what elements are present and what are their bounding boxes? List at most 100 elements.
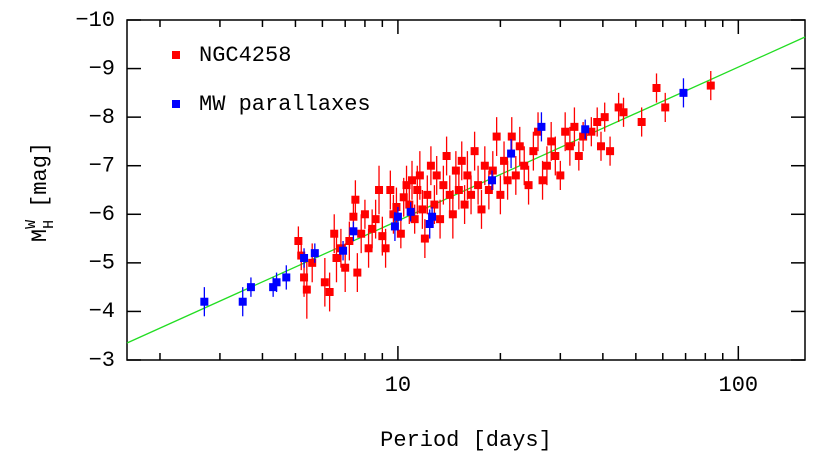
data-point bbox=[537, 122, 546, 131]
data-point bbox=[439, 181, 448, 190]
data-point bbox=[351, 195, 360, 204]
data-point bbox=[408, 176, 417, 185]
data-point bbox=[460, 200, 469, 209]
data-point bbox=[432, 171, 441, 180]
data-point bbox=[511, 171, 520, 180]
data-point bbox=[454, 186, 463, 194]
data-point bbox=[402, 181, 411, 190]
data-point bbox=[488, 176, 497, 185]
data-point bbox=[565, 142, 574, 151]
y-tick-label: −5 bbox=[89, 251, 115, 276]
data-point bbox=[606, 147, 615, 156]
data-point bbox=[661, 103, 670, 112]
data-point bbox=[353, 268, 362, 277]
data-point bbox=[579, 132, 588, 141]
data-point bbox=[415, 171, 424, 180]
data-point bbox=[345, 237, 354, 245]
y-label-main: M bbox=[28, 229, 53, 242]
data-point bbox=[300, 273, 309, 282]
data-point bbox=[302, 285, 311, 294]
data-point bbox=[448, 210, 457, 219]
data-point bbox=[520, 161, 529, 170]
data-point bbox=[396, 229, 405, 238]
data-point bbox=[507, 132, 516, 141]
data-point bbox=[593, 118, 602, 126]
plot-frame bbox=[126, 19, 806, 361]
data-point bbox=[390, 222, 399, 231]
data-point bbox=[430, 200, 439, 209]
data-point bbox=[442, 152, 451, 160]
data-point bbox=[378, 232, 387, 241]
legend-label: NGC4258 bbox=[199, 43, 291, 68]
y-tick-label: −9 bbox=[89, 56, 115, 81]
data-point bbox=[393, 212, 402, 221]
data-point bbox=[574, 152, 583, 160]
data-point bbox=[492, 132, 501, 141]
data-point bbox=[587, 127, 596, 136]
data-point bbox=[679, 88, 688, 97]
data-point bbox=[500, 156, 509, 165]
data-point bbox=[524, 181, 533, 190]
data-point bbox=[556, 171, 565, 180]
data-point bbox=[570, 122, 579, 131]
data-point bbox=[320, 278, 329, 287]
data-point bbox=[341, 263, 350, 272]
data-point bbox=[488, 166, 497, 175]
data-point bbox=[389, 210, 398, 219]
y-tick-label: −3 bbox=[89, 348, 115, 373]
data-point bbox=[308, 258, 317, 267]
data-point bbox=[596, 142, 605, 151]
data-point bbox=[418, 205, 427, 214]
data-point bbox=[542, 161, 551, 170]
data-point bbox=[339, 246, 348, 255]
data-point bbox=[357, 229, 366, 238]
data-point bbox=[200, 297, 209, 306]
data-point bbox=[600, 113, 609, 122]
data-point bbox=[507, 149, 516, 158]
y-tick-label: −7 bbox=[89, 154, 115, 179]
data-point bbox=[399, 193, 408, 202]
legend-marker bbox=[172, 51, 180, 59]
y-label-sub: H bbox=[41, 220, 58, 229]
data-point bbox=[480, 161, 489, 170]
data-point bbox=[515, 142, 524, 151]
data-point bbox=[428, 212, 437, 221]
data-point bbox=[386, 186, 395, 194]
data-point bbox=[551, 152, 560, 160]
data-point bbox=[538, 176, 547, 185]
data-point bbox=[474, 181, 483, 190]
data-point bbox=[364, 244, 373, 253]
data-point bbox=[272, 278, 281, 287]
data-point bbox=[420, 234, 429, 243]
data-point bbox=[581, 125, 590, 134]
data-point bbox=[436, 215, 445, 224]
data-point bbox=[706, 81, 715, 90]
data-point bbox=[310, 249, 319, 258]
data-point bbox=[371, 215, 380, 224]
data-point bbox=[463, 171, 472, 180]
data-point bbox=[547, 137, 556, 146]
y-tick-label: −4 bbox=[89, 299, 115, 324]
data-point bbox=[294, 237, 303, 245]
data-point bbox=[375, 186, 384, 194]
data-point bbox=[360, 210, 369, 219]
data-point bbox=[349, 212, 358, 221]
data-point bbox=[652, 84, 661, 92]
data-point bbox=[405, 200, 414, 209]
data-point bbox=[269, 283, 278, 292]
y-label-sup: W bbox=[23, 220, 40, 229]
data-point bbox=[477, 205, 486, 214]
data-point bbox=[534, 127, 543, 136]
x-tick-label: 100 bbox=[719, 373, 759, 398]
x-tick-label: 10 bbox=[385, 373, 411, 398]
data-point bbox=[246, 283, 255, 292]
data-point bbox=[484, 186, 493, 194]
data-point bbox=[238, 297, 247, 306]
data-point bbox=[300, 254, 309, 262]
data-point bbox=[470, 147, 479, 156]
data-point bbox=[614, 103, 623, 112]
data-point bbox=[529, 147, 538, 156]
data-point bbox=[406, 207, 415, 216]
data-point bbox=[426, 161, 435, 170]
